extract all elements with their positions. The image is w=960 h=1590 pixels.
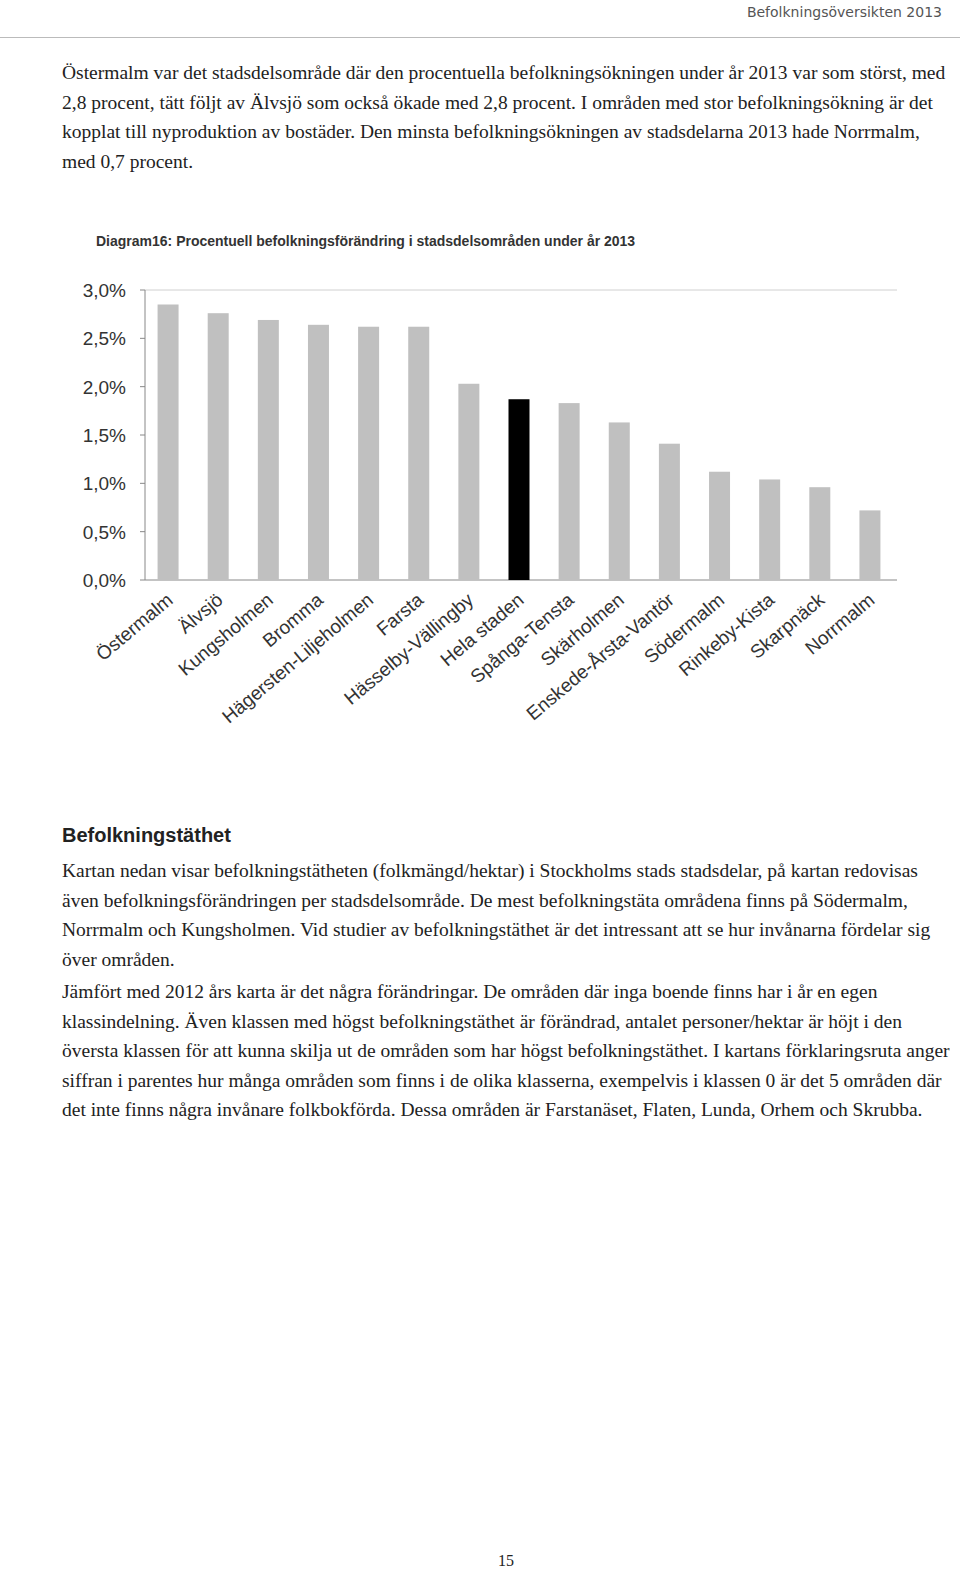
y-tick bbox=[140, 580, 145, 581]
paragraph: Östermalm var det stadsdelsområde där de… bbox=[62, 58, 952, 176]
y-tick bbox=[140, 386, 145, 387]
bar bbox=[358, 327, 379, 580]
y-tick bbox=[140, 483, 145, 484]
header-rule bbox=[0, 37, 960, 38]
page-header: Befolkningsöversikten 2013 bbox=[747, 4, 942, 20]
y-tick-label: 0,5% bbox=[83, 522, 126, 543]
bar bbox=[709, 472, 730, 580]
bar bbox=[458, 384, 479, 580]
chart: 0,0%0,5%1,0%1,5%2,0%2,5%3,0%ÖstermalmÄlv… bbox=[0, 0, 960, 820]
chart-title: Diagram16: Procentuell befolkningsföränd… bbox=[96, 233, 635, 249]
y-tick bbox=[140, 435, 145, 436]
x-tick-label: Norrmalm bbox=[801, 589, 878, 659]
bar bbox=[258, 320, 279, 580]
bars bbox=[158, 305, 881, 581]
paragraph: Kartan nedan visar befolkningstätheten (… bbox=[62, 856, 952, 974]
y-tick bbox=[140, 338, 145, 339]
y-tick bbox=[140, 290, 145, 291]
bar bbox=[308, 325, 329, 580]
y-tick-label: 1,0% bbox=[83, 473, 126, 494]
bar bbox=[659, 444, 680, 580]
section-heading: Befolkningstäthet bbox=[62, 824, 231, 847]
bar bbox=[859, 510, 880, 580]
y-tick-label: 1,5% bbox=[83, 425, 126, 446]
y-tick-label: 3,0% bbox=[83, 280, 126, 301]
bar bbox=[509, 399, 530, 580]
bar bbox=[609, 422, 630, 580]
y-tick-label: 2,0% bbox=[83, 377, 126, 398]
y-tick bbox=[140, 531, 145, 532]
y-tick-label: 2,5% bbox=[83, 328, 126, 349]
bar bbox=[208, 313, 229, 580]
bar bbox=[809, 487, 830, 580]
bar bbox=[759, 479, 780, 580]
bar bbox=[408, 327, 429, 580]
plot-frame bbox=[145, 290, 897, 291]
paragraph: Jämfört med 2012 års karta är det några … bbox=[62, 977, 952, 1125]
page-number: 15 bbox=[498, 1552, 514, 1570]
bar bbox=[158, 305, 179, 581]
x-tick-label: Östermalm bbox=[92, 589, 177, 665]
bar bbox=[559, 403, 580, 580]
y-tick-label: 0,0% bbox=[83, 570, 126, 591]
